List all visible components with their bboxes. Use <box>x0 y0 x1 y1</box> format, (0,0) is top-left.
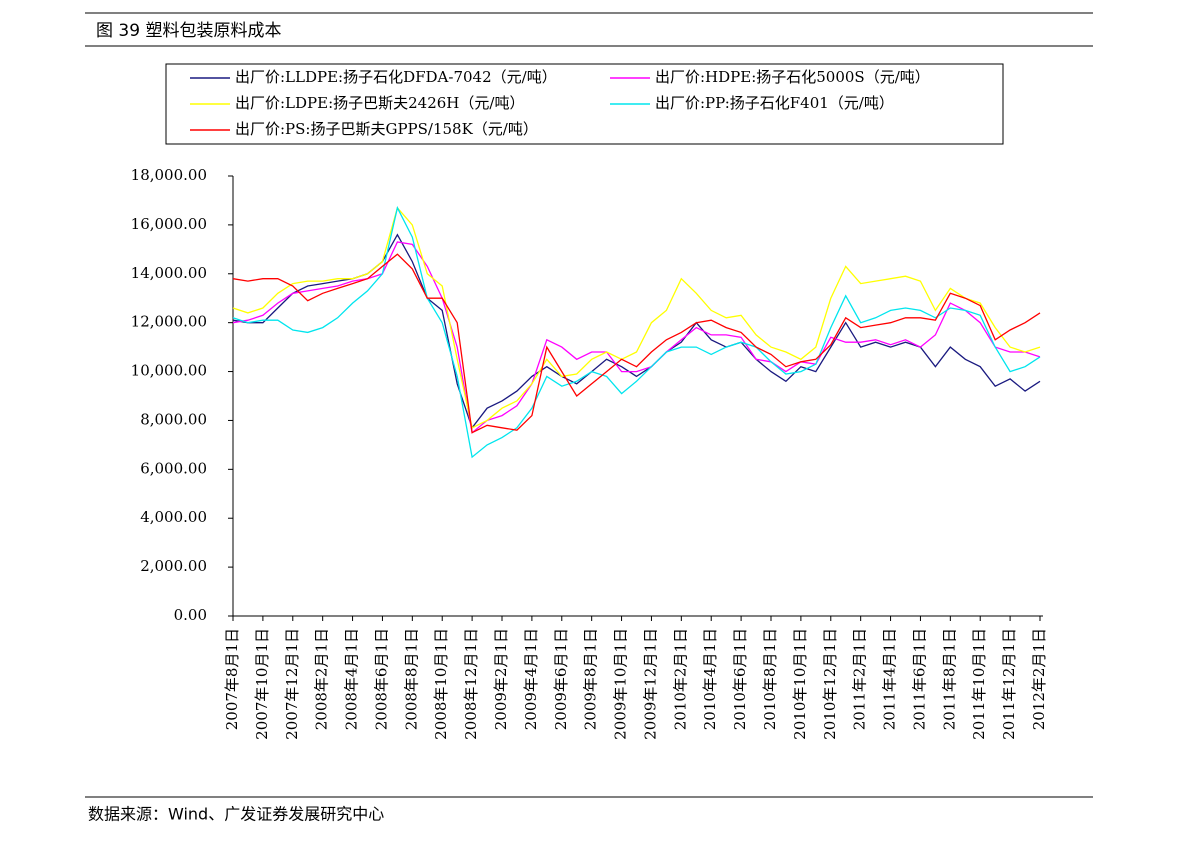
x-tick-label: 2008年12月1日 <box>462 628 480 740</box>
x-tick-label: 2009年12月1日 <box>641 628 659 740</box>
x-tick-label: 2008年6月1日 <box>372 628 390 730</box>
legend-label: 出厂价:PS:扬子巴斯夫GPPS/158K（元/吨） <box>235 120 538 138</box>
x-tick-label: 2009年2月1日 <box>492 628 510 730</box>
x-tick-label: 2010年4月1日 <box>701 628 719 730</box>
y-tick-label: 0.00 <box>174 606 207 624</box>
x-tick-label: 2011年10月1日 <box>970 628 988 740</box>
y-tick-label: 14,000.00 <box>131 264 207 282</box>
x-tick-label: 2008年8月1日 <box>402 628 420 730</box>
x-tick-label: 2008年2月1日 <box>313 628 331 730</box>
legend-box <box>165 63 1004 145</box>
x-tick-label: 2011年8月1日 <box>940 628 958 730</box>
legend-label: 出厂价:LLDPE:扬子石化DFDA-7042（元/吨） <box>235 68 557 86</box>
y-tick-label: 18,000.00 <box>131 166 207 184</box>
y-tick-label: 16,000.00 <box>131 215 207 233</box>
y-tick-label: 8,000.00 <box>140 410 207 428</box>
source-note: 数据来源：Wind、广发证券发展研究中心 <box>88 805 384 824</box>
series-line <box>232 206 1041 429</box>
series-line <box>232 253 1041 434</box>
x-tick-label: 2011年2月1日 <box>851 628 869 730</box>
x-tick-label: 2010年12月1日 <box>821 628 839 740</box>
x-tick-label: 2011年12月1日 <box>1000 628 1018 740</box>
x-tick-label: 2007年10月1日 <box>253 628 271 740</box>
legend-label: 出厂价:LDPE:扬子巴斯夫2426H（元/吨） <box>235 94 524 112</box>
series-line <box>232 205 1041 459</box>
x-tick-label: 2011年6月1日 <box>910 628 928 730</box>
x-tick-label: 2009年4月1日 <box>522 628 540 730</box>
x-tick-label: 2010年2月1日 <box>671 628 689 730</box>
x-tick-label: 2009年10月1日 <box>612 628 630 740</box>
legend-label: 出厂价:HDPE:扬子石化5000S（元/吨） <box>655 68 930 86</box>
y-tick-label: 2,000.00 <box>140 557 207 575</box>
series-line <box>232 241 1041 434</box>
x-tick-label: 2011年4月1日 <box>881 628 899 730</box>
y-tick-label: 10,000.00 <box>131 362 207 380</box>
x-tick-label: 2007年8月1日 <box>223 628 241 730</box>
x-tick-label: 2009年8月1日 <box>582 628 600 730</box>
x-tick-label: 2009年6月1日 <box>552 628 570 730</box>
x-tick-label: 2010年10月1日 <box>791 628 809 740</box>
x-tick-label: 2008年10月1日 <box>432 628 450 740</box>
y-tick-label: 6,000.00 <box>140 459 207 477</box>
x-tick-label: 2012年2月1日 <box>1030 628 1048 730</box>
y-tick-label: 4,000.00 <box>140 508 207 526</box>
x-tick-label: 2010年6月1日 <box>731 628 749 730</box>
x-tick-label: 2007年12月1日 <box>283 628 301 740</box>
legend-label: 出厂价:PP:扬子石化F401（元/吨） <box>655 94 894 112</box>
y-tick-label: 12,000.00 <box>131 313 207 331</box>
x-tick-label: 2010年8月1日 <box>761 628 779 730</box>
chart-title: 图 39 塑料包装原料成本 <box>96 21 281 41</box>
series-line <box>232 233 1041 430</box>
x-tick-label: 2008年4月1日 <box>343 628 361 730</box>
